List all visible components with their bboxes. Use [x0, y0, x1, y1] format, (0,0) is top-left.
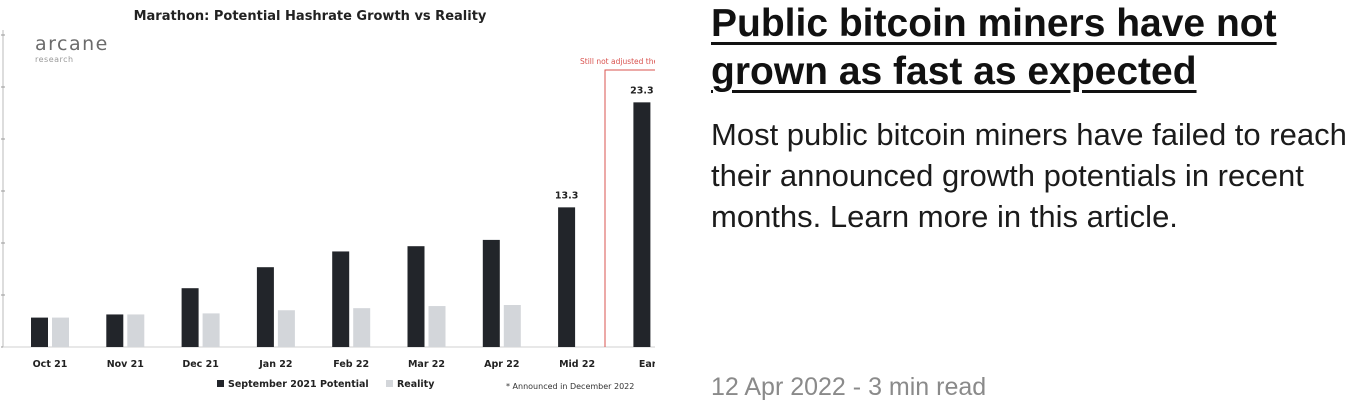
bar-reality	[202, 313, 220, 347]
bar-reality	[277, 310, 295, 347]
bar-potential	[31, 317, 48, 347]
logo-subtitle: research	[35, 55, 74, 64]
meta-separator: -	[845, 373, 869, 401]
x-tick-label: Feb 22	[333, 359, 369, 370]
x-tick-label: Mid 22	[559, 359, 595, 370]
x-tick-label: Oct 21	[33, 359, 68, 370]
article-read-time: 3 min read	[868, 373, 987, 401]
legend-item-reality: Reality	[385, 379, 435, 390]
legend-label-reality: Reality	[396, 379, 435, 390]
bar-potential	[181, 288, 199, 347]
legend-swatch-potential	[217, 380, 224, 387]
x-tick-label: Jan 22	[258, 359, 292, 370]
annotation-bracket	[604, 69, 655, 347]
bar-reality	[353, 308, 371, 347]
logo-wordmark: arcane	[35, 33, 109, 55]
article-meta: 12 Apr 2022 - 3 min read	[711, 370, 986, 404]
article-date: 12 Apr 2022	[711, 373, 846, 401]
article-thumbnail: Oct 21 Nov 21 Dec 21 Jan 22 Feb 22 Mar 22 Apr …	[0, 0, 655, 404]
chart-footnote: * Announced in December 2022	[506, 382, 635, 391]
bar-reality	[127, 314, 145, 347]
bar-potential	[633, 102, 651, 347]
article-title[interactable]: Public bitcoin miners have not grown as …	[711, 2, 1277, 93]
bar-reality	[52, 317, 69, 347]
bar-potential	[482, 239, 500, 347]
bar-reality	[428, 306, 446, 347]
bar-reality	[503, 305, 521, 347]
chart-annotation: Still not adjusted the	[580, 57, 655, 66]
legend-label-potential: September 2021 Potential	[228, 379, 369, 390]
x-tick-label: Dec 21	[182, 359, 219, 370]
bar-potential	[558, 207, 576, 347]
article-description: Most public bitcoin miners have failed t…	[711, 117, 1347, 234]
bar-potential	[106, 314, 124, 347]
chart-title: Marathon: Potential Hashrate Growth vs R…	[133, 9, 487, 24]
arcane-research-logo: arcane research	[35, 34, 109, 64]
bar-potential	[332, 251, 350, 347]
chart-legend: September 2021 Potential Reality	[217, 379, 448, 390]
x-tick-label: Mar 22	[408, 359, 445, 370]
x-tick-label: Apr 22	[484, 359, 519, 370]
legend-swatch-reality	[385, 380, 393, 387]
x-tick-label: Nov 21	[107, 359, 144, 370]
x-tick-label: Early	[639, 359, 655, 370]
bar-potential	[407, 246, 425, 347]
bar-potential	[256, 267, 274, 347]
hashrate-chart: Oct 21 Nov 21 Dec 21 Jan 22 Feb 22 Mar 22 Apr …	[1, 30, 655, 370]
legend-item-potential: September 2021 Potential	[217, 379, 372, 390]
data-label: 23.3	[630, 85, 653, 96]
data-label: 13.3	[555, 190, 578, 201]
